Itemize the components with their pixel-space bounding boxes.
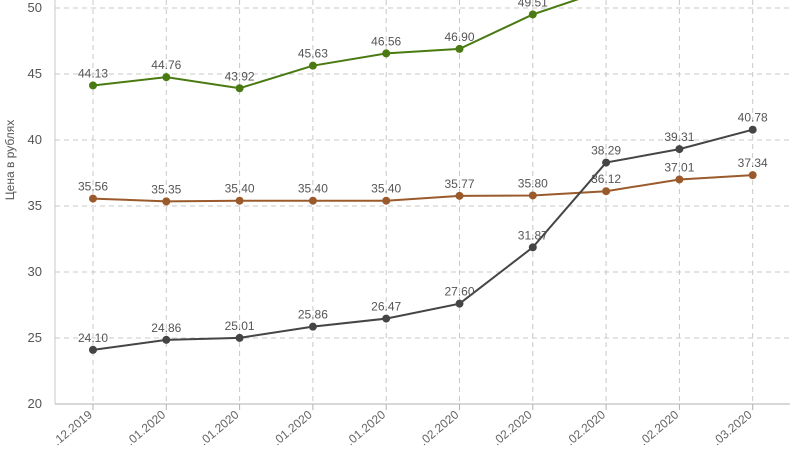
data-point [675,145,684,154]
data-label: 26.47 [371,300,401,314]
x-tick-label: .12.2019 [50,407,95,448]
y-tick-label: 30 [28,264,42,279]
data-label: 49.51 [518,0,548,9]
data-label: 44.13 [78,66,108,80]
data-point [528,191,537,200]
data-label: 35.35 [151,182,181,196]
data-point [602,158,611,167]
data-point [675,175,684,184]
data-label: 27.60 [444,285,474,299]
data-label: 43.92 [225,69,255,83]
data-point [308,61,317,70]
x-tick-label: .02.2020 [417,407,462,448]
data-point [89,81,97,90]
data-label: 46.90 [444,30,474,44]
data-point [528,10,537,19]
series-line [92,174,753,203]
x-tick-label: .02.2020 [490,407,535,448]
y-tick-label: 50 [28,0,42,15]
data-point [89,345,97,354]
data-label: 45.63 [298,47,328,61]
y-tick-label: 25 [28,330,42,345]
data-label: 24.86 [151,321,181,335]
data-point [748,125,757,134]
data-point [382,196,391,205]
data-point [528,243,537,252]
x-tick-label: .03.2020 [710,407,755,448]
data-point [455,44,464,53]
data-point [235,196,244,205]
data-label: 40.78 [738,111,768,125]
y-tick-label: 45 [28,66,42,81]
data-point [308,322,317,331]
data-label: 44.76 [151,58,181,72]
data-label: 35.40 [298,182,328,196]
data-label: 35.40 [371,182,401,196]
x-tick-label: .01.2020 [343,407,388,448]
data-point [162,73,171,82]
y-tick-label: 35 [28,198,42,213]
data-point [455,191,464,200]
data-label: 35.77 [444,177,474,191]
y-tick-label: 40 [28,132,42,147]
data-label: 46.56 [371,34,401,48]
data-label: 37.34 [738,156,768,170]
data-label: 36.12 [591,172,621,186]
data-point [235,84,244,93]
data-label: 38.29 [591,144,621,158]
data-label: 35.40 [225,182,255,196]
data-label: 35.56 [78,180,108,194]
data-label: 35.80 [518,176,548,190]
x-axis: .12.2019 .01.2020 .01.2020 .01.2020 .01.2020… [50,404,755,448]
data-point [162,335,171,344]
series-line [92,128,753,351]
data-point [89,194,97,203]
data-point [602,187,611,196]
data-label: 37.01 [664,160,694,174]
data-point [382,49,391,58]
y-tick-label: 20 [28,396,42,411]
x-tick-label: .01.2020 [123,407,168,448]
data-point [308,196,317,205]
y-axis-title: Цена в рублях [3,120,17,200]
x-tick-label: .02.2020 [563,407,608,448]
data-label: 25.01 [225,319,255,333]
data-point [162,197,171,206]
data-label: 25.86 [298,308,328,322]
data-label: 31.87 [518,228,548,242]
series-line [92,0,579,90]
x-tick-label: .01.2020 [197,407,242,448]
data-point [235,333,244,342]
data-point [748,171,757,180]
x-tick-label: .01.2020 [270,407,315,448]
data-label: 24.10 [78,331,108,345]
series-group [89,0,757,354]
data-label: 39.31 [664,130,694,144]
data-labels: 44.1344.7643.9245.6346.5646.9049.5151.38… [78,0,768,345]
y-axis: 20 25 30 35 40 45 50 [28,0,42,411]
data-point [382,314,391,323]
data-point [455,299,464,308]
x-tick-label: .02.2020 [637,407,682,448]
